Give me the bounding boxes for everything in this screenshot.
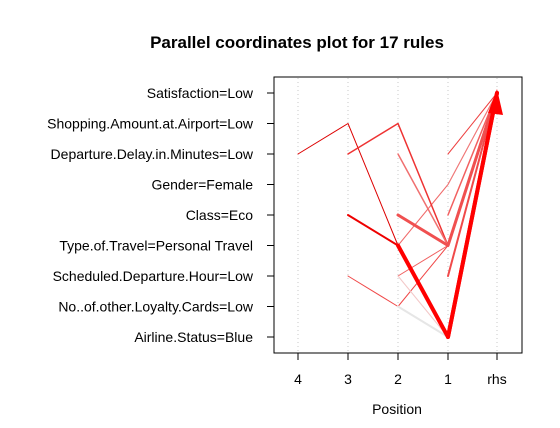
arrowhead	[488, 89, 503, 115]
x-tick-label: 4	[294, 371, 302, 387]
rule-line-15	[447, 92, 498, 185]
rule-line-16	[447, 92, 498, 216]
rule-line-2	[347, 92, 498, 247]
chart-title: Parallel coordinates plot for 17 rules	[150, 33, 444, 52]
rhs-arrowhead	[488, 89, 503, 115]
rule-line-17	[447, 92, 498, 155]
rule-line-11	[397, 305, 449, 338]
rule-line-14	[446, 91, 499, 339]
y-tick-label: Shopping.Amount.at.Airport=Low	[47, 116, 254, 132]
rule-line-10	[397, 275, 449, 338]
x-tick-label: rhs	[487, 371, 506, 387]
rule-lines	[297, 91, 499, 339]
y-tick-label: Departure.Delay.in.Minutes=Low	[51, 146, 254, 162]
y-tick-label: Gender=Female	[151, 177, 253, 193]
rule-line-13	[447, 92, 498, 277]
x-tick-label: 3	[344, 371, 352, 387]
y-tick-label: Airline.Status=Blue	[134, 329, 253, 345]
y-tick-label: Type.of.Travel=Personal Travel	[59, 238, 253, 254]
x-axis: 4 3 2 1 rhs	[294, 353, 507, 387]
y-tick-label: Satisfaction=Low	[147, 85, 254, 101]
x-tick-label: 1	[444, 371, 452, 387]
y-tick-label: No..of.other.Loyalty.Cards=Low	[58, 299, 254, 315]
y-tick-label: Class=Eco	[186, 207, 254, 223]
y-tick-label: Scheduled.Departure.Hour=Low	[53, 268, 254, 284]
rule-line-5	[396, 91, 499, 247]
rule-line-8	[397, 245, 449, 277]
rule-line-7	[397, 153, 449, 247]
y-axis: Satisfaction=Low Shopping.Amount.at.Airpo…	[47, 85, 274, 345]
x-tick-label: 2	[394, 371, 402, 387]
x-axis-title: Position	[372, 401, 422, 417]
